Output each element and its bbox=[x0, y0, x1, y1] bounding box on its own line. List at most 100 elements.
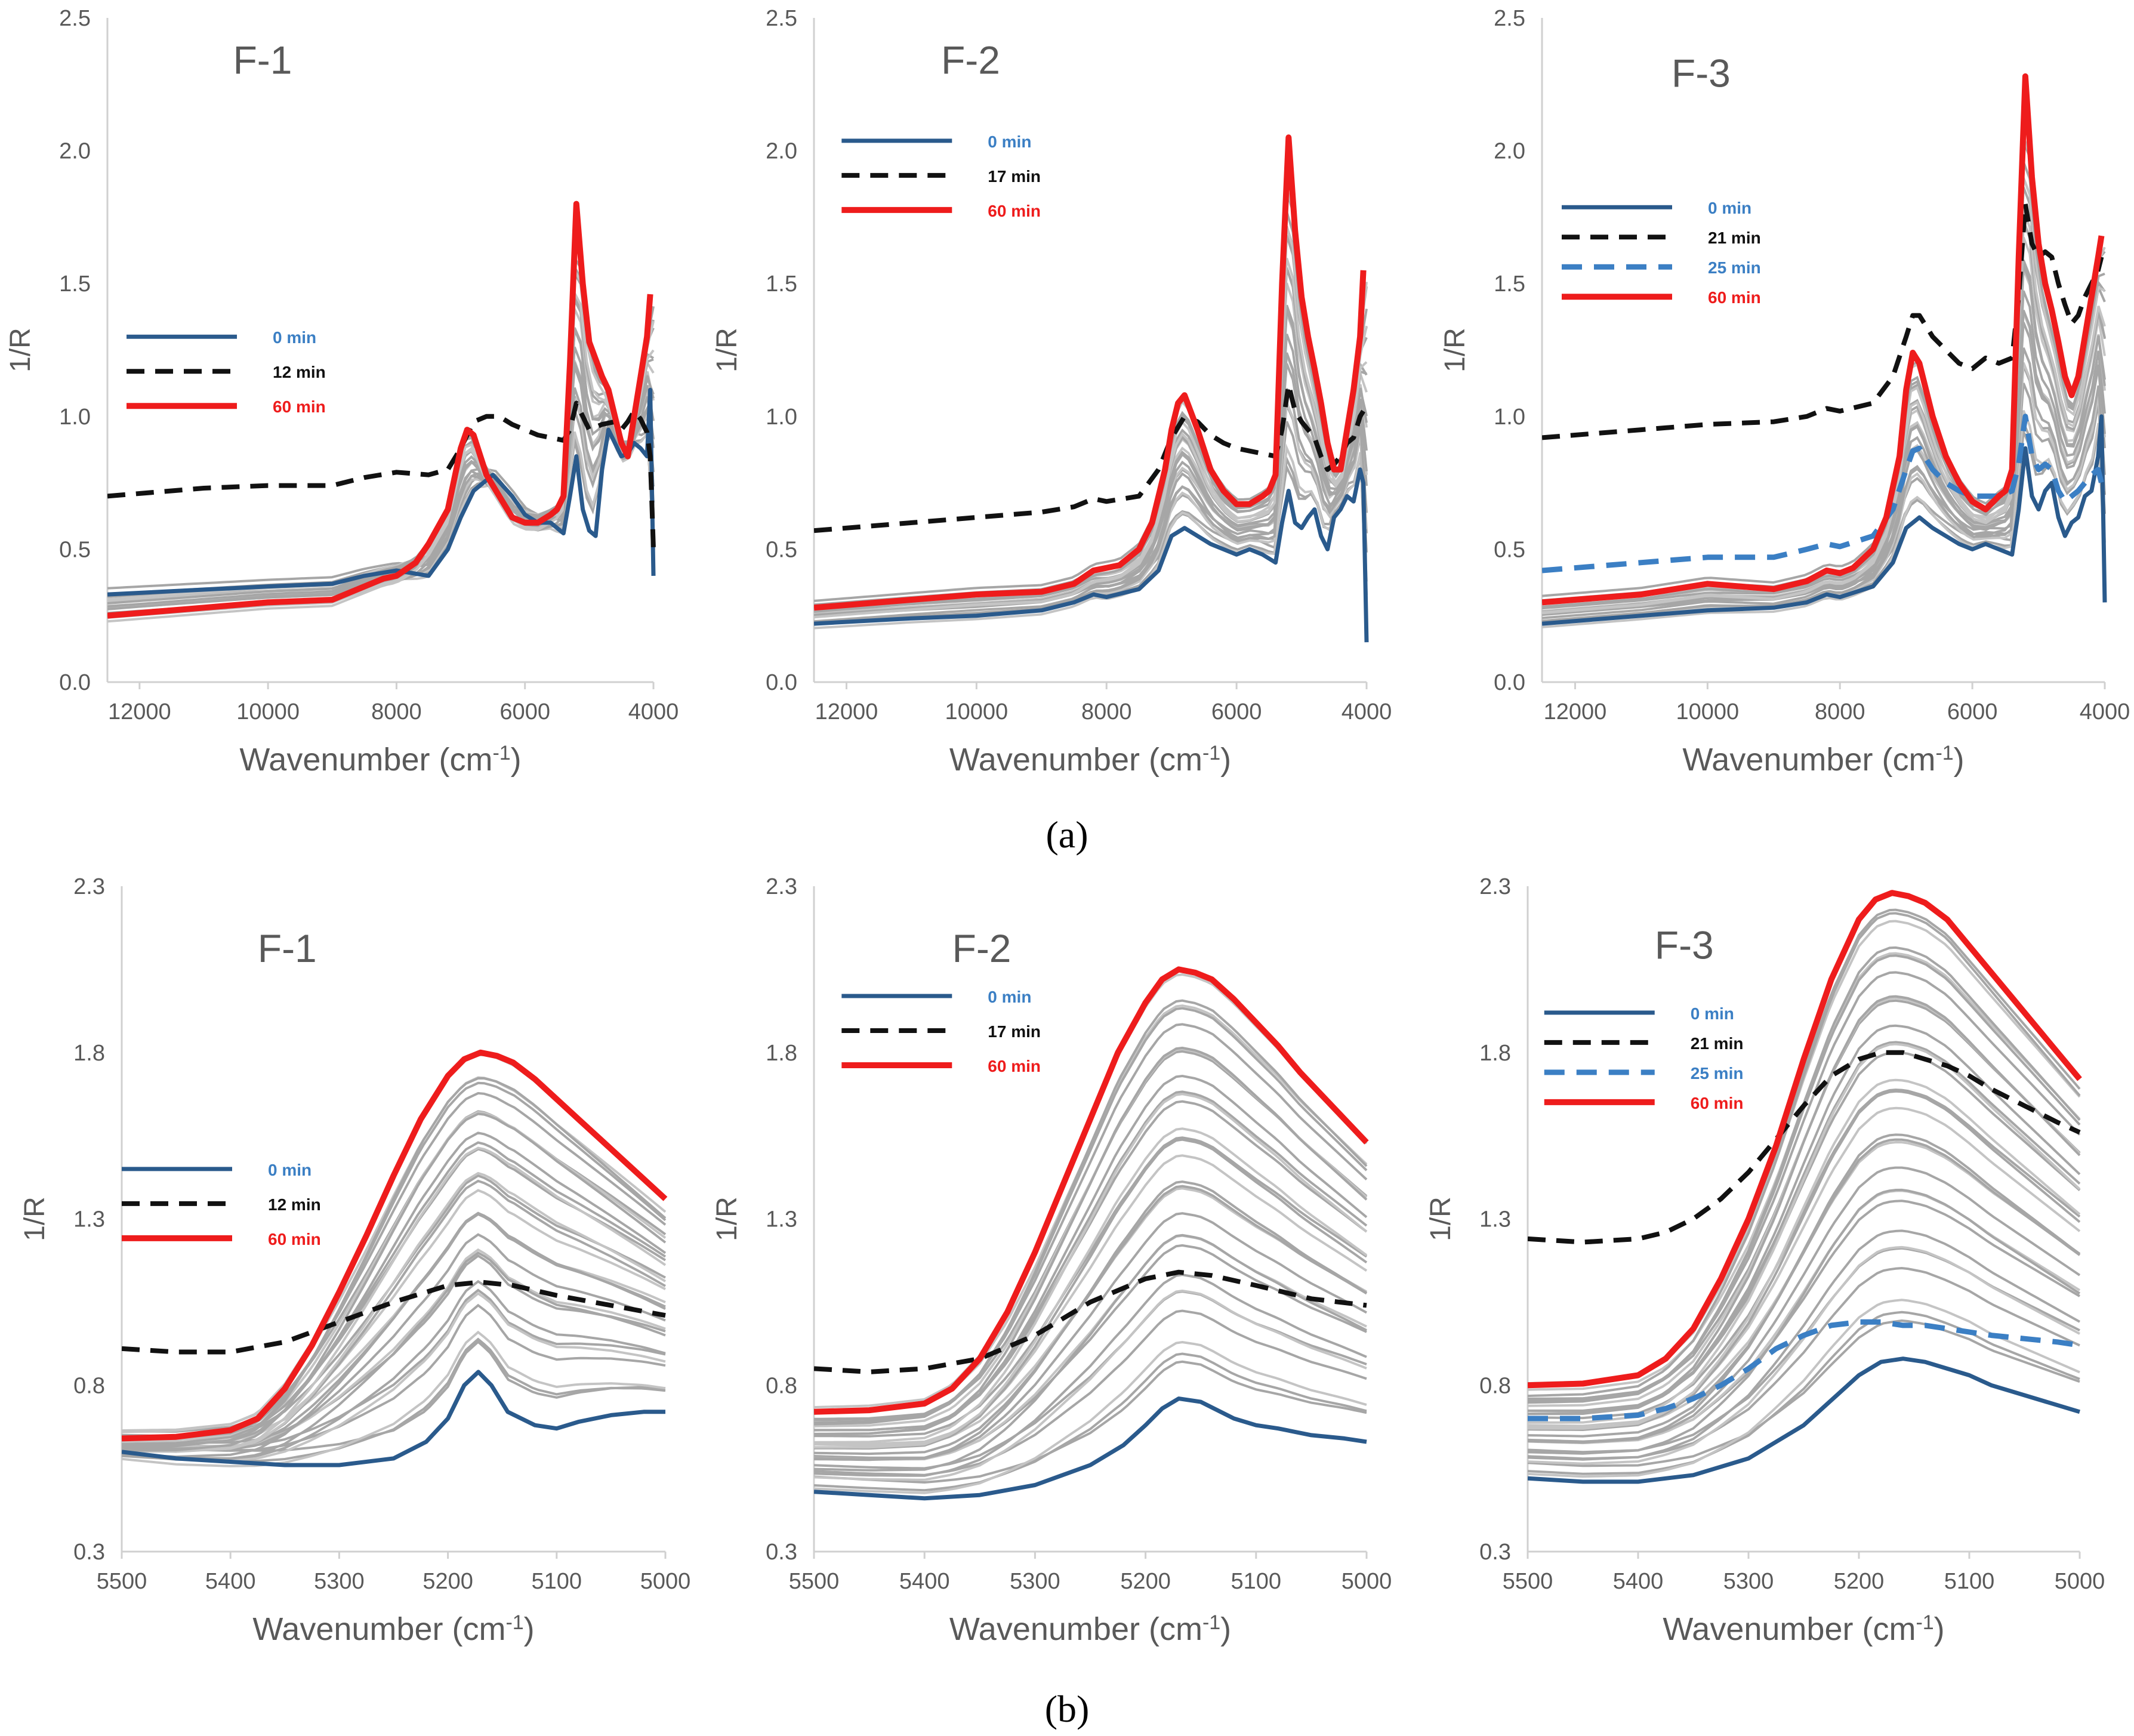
gray-spectrum-line bbox=[814, 1340, 1367, 1494]
gray-spectrum-line bbox=[122, 1141, 667, 1439]
x-tick-label: 12000 bbox=[815, 699, 878, 724]
y-tick-label: 0.3 bbox=[1479, 1540, 1511, 1565]
x-axis-title: Wavenumber (cm-1) bbox=[1682, 742, 1964, 778]
legend-label: 21 min bbox=[1708, 229, 1761, 247]
series-line-25-min bbox=[1528, 1319, 2080, 1422]
y-tick-label: 2.3 bbox=[1479, 874, 1511, 899]
x-tick-label: 5300 bbox=[1010, 1569, 1060, 1594]
y-tick-label: 1.5 bbox=[59, 272, 91, 297]
y-tick-label: 2.0 bbox=[59, 139, 91, 164]
y-tick-label: 0.3 bbox=[73, 1540, 105, 1565]
series-line-60-min bbox=[107, 201, 653, 619]
series-line-60-min bbox=[1528, 890, 2082, 1389]
y-axis-title: 1/R bbox=[19, 1197, 51, 1241]
legend-label: 60 min bbox=[1708, 288, 1761, 307]
gray-spectrum-line bbox=[1528, 1089, 2081, 1420]
y-tick-label: 1.5 bbox=[766, 272, 797, 297]
gray-spectrum-line bbox=[1542, 410, 2106, 628]
panel-a-label: (a) bbox=[1046, 813, 1088, 856]
chart-title: F-2 bbox=[941, 38, 1000, 82]
legend-label: 60 min bbox=[273, 397, 326, 416]
chart-title: F-2 bbox=[952, 926, 1012, 970]
gray-spectrum-line bbox=[814, 1274, 1367, 1477]
gray-spectrum-line bbox=[814, 1136, 1368, 1438]
legend-label: 21 min bbox=[1691, 1034, 1744, 1053]
series-line-21-min bbox=[1542, 201, 2104, 440]
series-line-21-min bbox=[1528, 1050, 2081, 1245]
legend-label: 0 min bbox=[1691, 1004, 1734, 1023]
gray-curve-group bbox=[814, 973, 1368, 1494]
x-tick-label: 5500 bbox=[789, 1569, 840, 1594]
y-tick-label: 0.5 bbox=[1494, 537, 1525, 562]
gray-spectrum-line bbox=[814, 1046, 1368, 1436]
y-tick-label: 2.0 bbox=[766, 139, 797, 164]
y-tick-label: 0.3 bbox=[766, 1540, 797, 1565]
x-tick-label: 10000 bbox=[1676, 699, 1740, 724]
gray-spectrum-line bbox=[1528, 1078, 2081, 1430]
x-tick-label: 5200 bbox=[1120, 1569, 1171, 1594]
y-tick-label: 1.3 bbox=[73, 1207, 105, 1232]
panel-b-label: (b) bbox=[1045, 1688, 1090, 1730]
series-line-0-min bbox=[814, 467, 1369, 643]
x-tick-label: 12000 bbox=[1544, 699, 1607, 724]
series-line-0-min bbox=[122, 1370, 665, 1467]
gray-spectrum-line bbox=[122, 1112, 667, 1452]
legend-label: 25 min bbox=[1691, 1064, 1744, 1083]
y-tick-label: 2.0 bbox=[1494, 139, 1525, 164]
chart-title: F-1 bbox=[258, 926, 317, 970]
chart-panel-b-f-2: 0.3 0.8 1.3 1.8 2.3 5500 5400 5300 5200 5100 5000 W… bbox=[711, 874, 1392, 1647]
y-tick-label: 0.8 bbox=[1479, 1373, 1511, 1398]
gray-spectrum-line bbox=[1528, 1133, 2081, 1444]
series-line-0-min bbox=[1542, 414, 2107, 626]
x-axis-title: Wavenumber (cm-1) bbox=[239, 742, 521, 778]
gray-spectrum-line bbox=[1528, 1311, 2080, 1475]
gray-spectrum-line bbox=[814, 1023, 1368, 1422]
gray-spectrum-line bbox=[122, 1111, 667, 1442]
x-tick-label: 5300 bbox=[314, 1569, 365, 1594]
legend-label: 0 min bbox=[1708, 199, 1751, 217]
x-tick-label: 10000 bbox=[236, 699, 300, 724]
x-tick-label: 8000 bbox=[1815, 699, 1865, 724]
x-tick-label: 10000 bbox=[945, 699, 1009, 724]
series-line-60-min bbox=[122, 1049, 668, 1442]
gray-spectrum-line bbox=[1542, 161, 2105, 608]
x-tick-label: 12000 bbox=[108, 699, 171, 724]
x-tick-label: 5400 bbox=[205, 1569, 256, 1594]
gray-spectrum-line bbox=[122, 1211, 666, 1459]
series-line-17-min bbox=[814, 1269, 1367, 1374]
y-tick-label: 0.0 bbox=[1494, 670, 1525, 695]
gray-spectrum-line bbox=[1528, 1245, 2080, 1465]
series-line-60-min bbox=[814, 966, 1369, 1415]
gray-spectrum-line bbox=[107, 267, 655, 623]
legend-label: 0 min bbox=[988, 132, 1031, 151]
gray-spectrum-line bbox=[1528, 912, 2081, 1398]
gray-spectrum-line bbox=[814, 1180, 1368, 1461]
legend-label: 0 min bbox=[988, 988, 1031, 1006]
y-tick-label: 1.0 bbox=[59, 405, 91, 430]
x-tick-label: 6000 bbox=[1211, 699, 1262, 724]
chart-panel-b-f-1: 0.3 0.8 1.3 1.8 2.3 5500 5400 5300 5200 5100 5000 W… bbox=[19, 874, 690, 1647]
x-tick-label: 4000 bbox=[2080, 699, 2130, 724]
x-tick-label: 5100 bbox=[1944, 1569, 1995, 1594]
gray-spectrum-line bbox=[1528, 1229, 2080, 1461]
chart-panel-a-f-3: 0.0 0.5 1.0 1.5 2.0 2.5 12000 10000 8000 6000 4000… bbox=[1439, 6, 2130, 778]
gray-spectrum-line bbox=[1542, 310, 2106, 622]
x-tick-label: 4000 bbox=[1342, 699, 1392, 724]
legend-label: 0 min bbox=[273, 328, 316, 347]
x-tick-label: 5000 bbox=[2055, 1569, 2105, 1594]
x-tick-label: 5100 bbox=[1231, 1569, 1282, 1594]
gray-spectrum-line bbox=[814, 1360, 1367, 1484]
gray-spectrum-line bbox=[1528, 1041, 2081, 1412]
y-tick-label: 0.0 bbox=[59, 670, 91, 695]
gray-spectrum-line bbox=[122, 1146, 667, 1453]
gray-spectrum-line bbox=[814, 1154, 1368, 1445]
legend-label: 25 min bbox=[1708, 258, 1761, 277]
gray-spectrum-line bbox=[122, 1330, 666, 1467]
gray-spectrum-line bbox=[1528, 1319, 2080, 1467]
chart-panel-b-f-3: 0.3 0.8 1.3 1.8 2.3 5500 5400 5300 5200 5100 5000 W… bbox=[1425, 874, 2105, 1647]
x-tick-label: 5500 bbox=[1503, 1569, 1553, 1594]
y-tick-label: 1.3 bbox=[1479, 1207, 1511, 1232]
chart-title: F-3 bbox=[1655, 923, 1714, 967]
y-tick-label: 1.0 bbox=[766, 405, 797, 430]
x-tick-label: 5000 bbox=[640, 1569, 691, 1594]
